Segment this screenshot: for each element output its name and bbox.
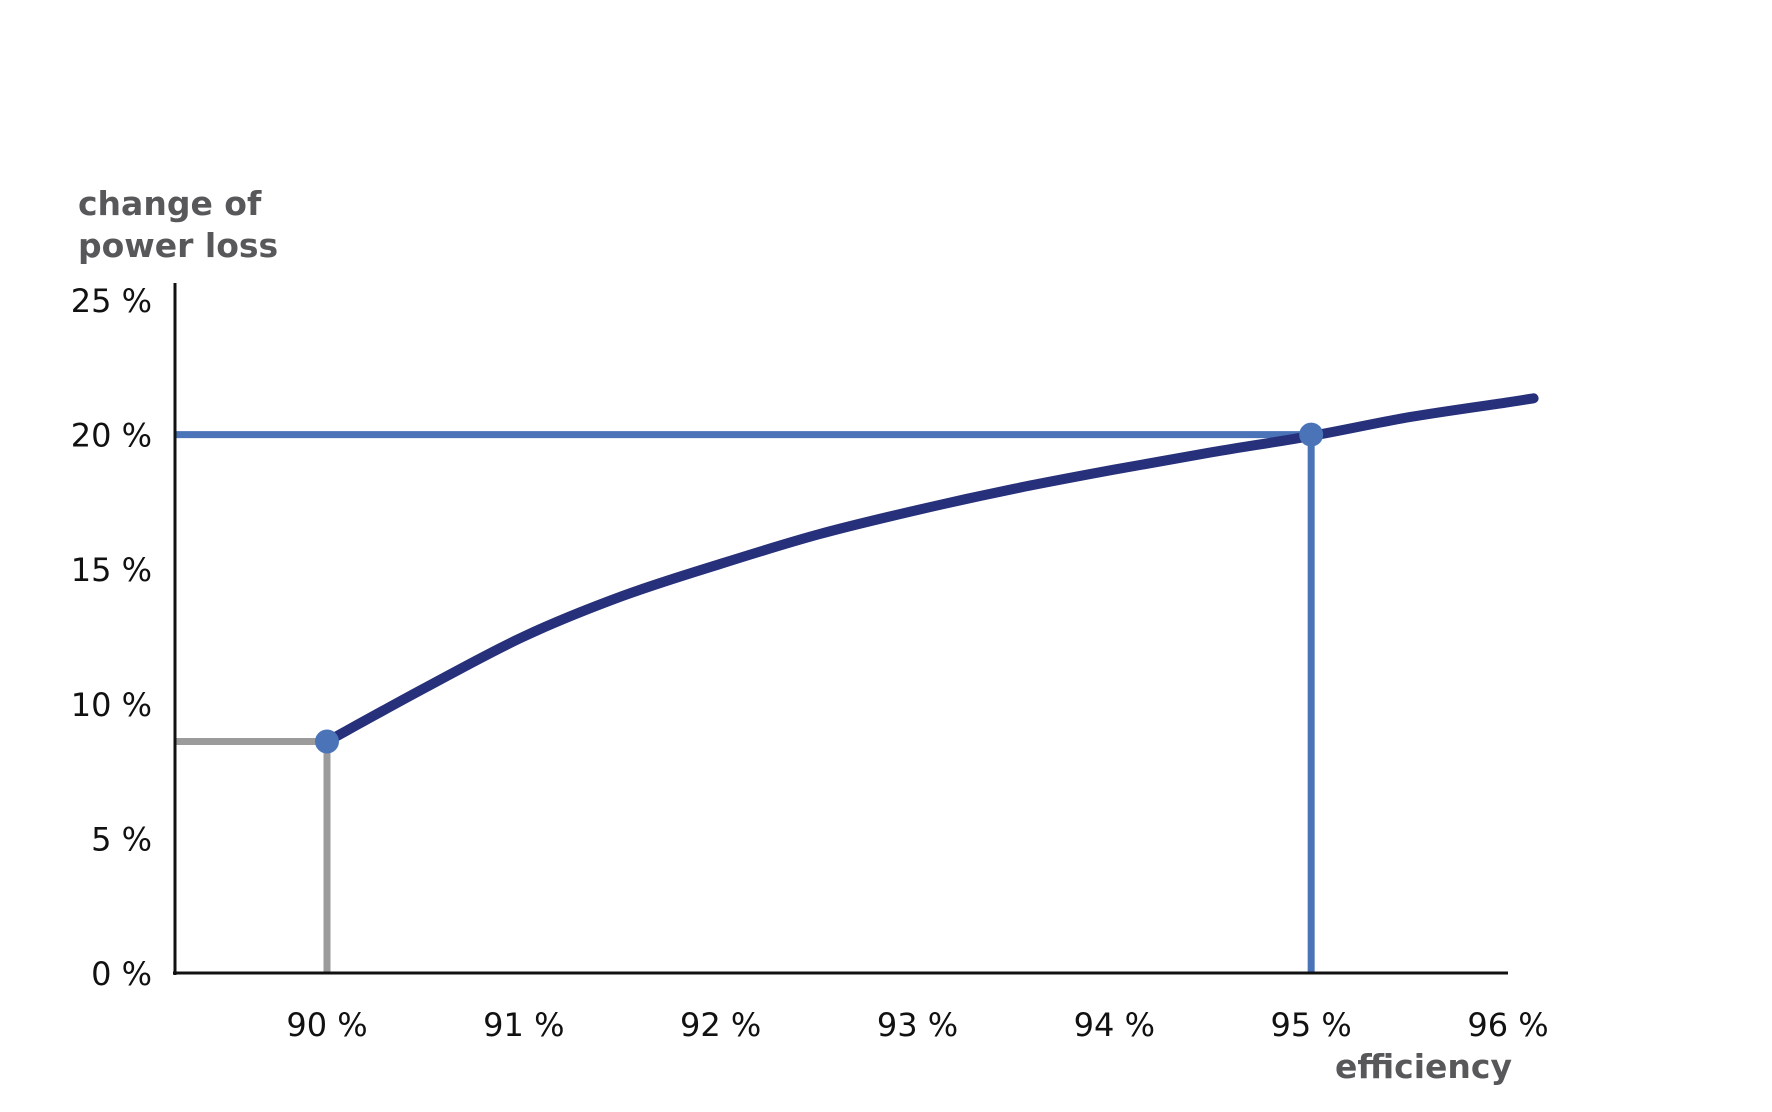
x-axis-label: efficiency (1335, 1047, 1512, 1086)
y-tick-label: 0 % (91, 955, 152, 993)
y-axis-label-line-2: power loss (78, 226, 278, 265)
y-tick-label: 25 % (71, 282, 152, 320)
highlight-markers (315, 422, 1324, 754)
y-tick-label: 10 % (71, 686, 152, 724)
x-tick-label: 93 % (877, 1006, 958, 1044)
y-tick-label: 5 % (91, 820, 152, 858)
y-tick-label: 20 % (71, 417, 152, 455)
x-tick-label: 96 % (1467, 1006, 1548, 1044)
axes (173, 283, 1508, 975)
axis-labels: change of power loss efficiency (78, 184, 1512, 1086)
x-tick-label: 91 % (483, 1006, 564, 1044)
x-tick-label: 95 % (1271, 1006, 1352, 1044)
data-series (322, 393, 1539, 747)
tick-labels: 0 % 5 % 10 % 15 % 20 % 25 % 90 % 91 % 92 % 93 % 94… (71, 282, 1549, 1044)
highlight-point-1 (315, 729, 339, 754)
x-tick-label: 94 % (1074, 1006, 1155, 1044)
highlight-point-2 (1299, 422, 1324, 447)
y-tick-label: 15 % (71, 551, 152, 589)
series-line-1 (322, 393, 1539, 747)
reference-lines (175, 431, 1315, 973)
y-axis-label-line-1: change of (78, 184, 262, 223)
x-tick-label: 92 % (680, 1006, 761, 1044)
x-tick-label: 90 % (286, 1006, 367, 1044)
